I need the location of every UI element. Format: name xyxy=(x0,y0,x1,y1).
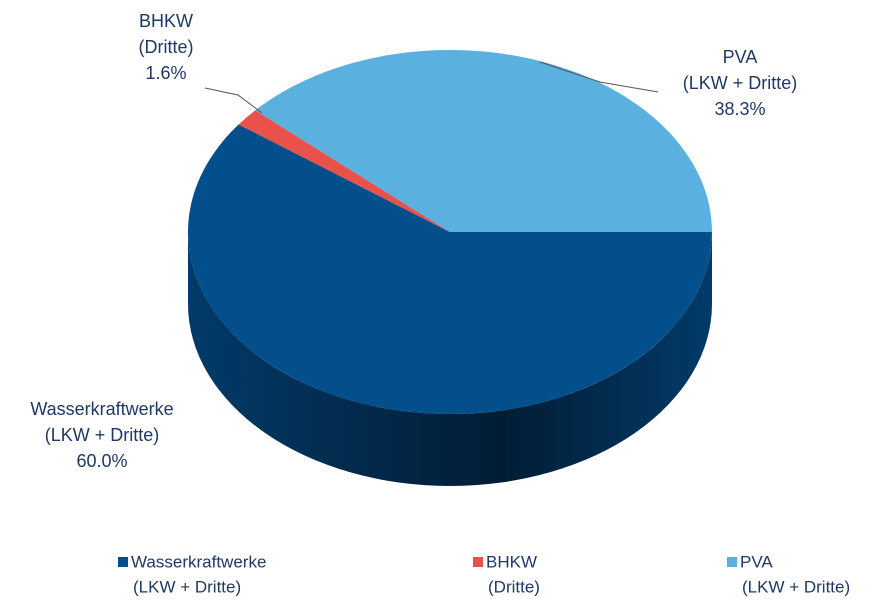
data-label-name: Wasserkraftwerke xyxy=(30,399,173,419)
data-label-name: BHKW xyxy=(139,11,193,31)
leader-line xyxy=(539,61,659,93)
legend-swatch xyxy=(473,557,483,567)
slice xyxy=(238,110,450,232)
data-label-value: 38.3% xyxy=(714,99,765,119)
legend-label: (Dritte) xyxy=(488,577,540,596)
slice-side xyxy=(188,232,712,486)
data-label-name: (Dritte) xyxy=(139,37,194,57)
legend-label: (LKW + Dritte) xyxy=(133,577,241,596)
slice xyxy=(255,50,712,233)
data-label-name: (LKW + Dritte) xyxy=(683,73,798,93)
leader-line xyxy=(204,87,263,114)
legend-label: (LKW + Dritte) xyxy=(742,577,850,596)
data-label-value: 1.6% xyxy=(145,63,186,83)
legend-label: BHKW xyxy=(486,552,537,571)
legend-swatch xyxy=(727,557,737,567)
legend-label: PVA xyxy=(740,552,773,571)
legend-label: Wasserkraftwerke xyxy=(131,552,266,571)
data-label-name: (LKW + Dritte) xyxy=(45,425,160,445)
data-label-value: 60.0% xyxy=(76,451,127,471)
slice xyxy=(187,124,713,415)
legend-swatch xyxy=(118,557,128,567)
data-label-name: PVA xyxy=(723,47,758,67)
